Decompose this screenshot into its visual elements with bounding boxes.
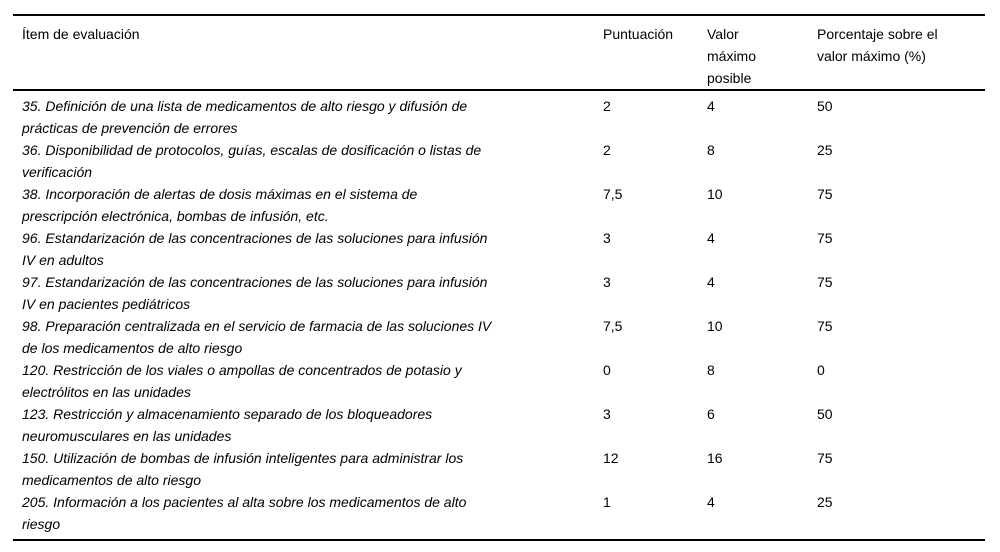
- item-text: 96. Estandarización de las concentracion…: [22, 230, 488, 268]
- table-row: 36. Disponibilidad de protocolos, guías,…: [13, 139, 985, 183]
- table-body: 35. Definición de una lista de medicamen…: [13, 91, 985, 539]
- percentage-value: 75: [817, 450, 833, 466]
- table-row: 35. Definición de una lista de medicamen…: [13, 95, 985, 139]
- score-value: 3: [603, 406, 611, 422]
- table-header-row: Ítem de evaluación Puntuación Valor máxi…: [13, 16, 985, 89]
- percentage-value: 50: [817, 406, 833, 422]
- column-header-score: Puntuación: [603, 26, 674, 42]
- table-row: 97. Estandarización de las concentracion…: [13, 271, 985, 315]
- column-header-max: Valor máximo posible: [707, 26, 757, 86]
- max-value: 10: [707, 318, 723, 334]
- item-text: 123. Restricción y almacenamiento separa…: [22, 406, 433, 444]
- column-header-item: Ítem de evaluación: [22, 26, 140, 42]
- score-value: 3: [603, 274, 611, 290]
- score-value: 2: [603, 142, 611, 158]
- max-value: 4: [707, 230, 715, 246]
- score-value: 7,5: [603, 318, 623, 334]
- table-row: 96. Estandarización de las concentracion…: [13, 227, 985, 271]
- max-value: 8: [707, 142, 715, 158]
- percentage-value: 75: [817, 186, 833, 202]
- table-row: 38. Incorporación de alertas de dosis má…: [13, 183, 985, 227]
- item-text: 98. Preparación centralizada en el servi…: [22, 318, 492, 356]
- percentage-value: 75: [817, 274, 833, 290]
- score-value: 7,5: [603, 186, 623, 202]
- table-row: 205. Información a los pacientes al alta…: [13, 491, 985, 535]
- percentage-value: 25: [817, 142, 833, 158]
- max-value: 16: [707, 450, 723, 466]
- item-text: 205. Información a los pacientes al alta…: [22, 494, 467, 532]
- table-row: 120. Restricción de los viales o ampolla…: [13, 359, 985, 403]
- evaluation-table: Ítem de evaluación Puntuación Valor máxi…: [13, 14, 985, 541]
- percentage-value: 75: [817, 230, 833, 246]
- top-rule: [13, 14, 985, 16]
- max-value: 4: [707, 494, 715, 510]
- max-value: 4: [707, 98, 715, 114]
- score-value: 12: [603, 450, 619, 466]
- percentage-value: 50: [817, 98, 833, 114]
- percentage-value: 25: [817, 494, 833, 510]
- max-value: 10: [707, 186, 723, 202]
- max-value: 6: [707, 406, 715, 422]
- score-value: 1: [603, 494, 611, 510]
- max-value: 4: [707, 274, 715, 290]
- table-row: 98. Preparación centralizada en el servi…: [13, 315, 985, 359]
- item-text: 150. Utilización de bombas de infusión i…: [22, 450, 464, 488]
- score-value: 3: [603, 230, 611, 246]
- column-header-percentage: Porcentaje sobre el valor máximo (%): [817, 26, 938, 64]
- score-value: 0: [603, 362, 611, 378]
- percentage-value: 75: [817, 318, 833, 334]
- max-value: 8: [707, 362, 715, 378]
- score-value: 2: [603, 98, 611, 114]
- table-row: 150. Utilización de bombas de infusión i…: [13, 447, 985, 491]
- bottom-rule: [13, 539, 985, 541]
- item-text: 38. Incorporación de alertas de dosis má…: [22, 186, 418, 224]
- header-separator-rule: [13, 89, 985, 91]
- percentage-value: 0: [817, 362, 825, 378]
- table-row: 123. Restricción y almacenamiento separa…: [13, 403, 985, 447]
- item-text: 36. Disponibilidad de protocolos, guías,…: [22, 142, 482, 180]
- item-text: 35. Definición de una lista de medicamen…: [22, 98, 468, 136]
- item-text: 120. Restricción de los viales o ampolla…: [22, 362, 462, 400]
- item-text: 97. Estandarización de las concentracion…: [22, 274, 488, 312]
